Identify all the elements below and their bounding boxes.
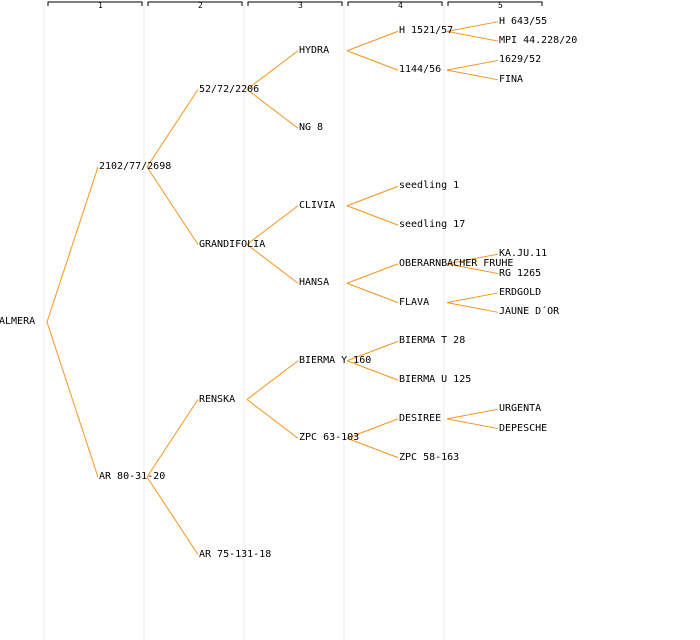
pedigree-node[interactable]: BIERMA Y 160: [299, 354, 372, 366]
generation-number: 5: [498, 1, 503, 10]
generation-header-bracket: [347, 1, 443, 6]
pedigree-node[interactable]: H 643/55: [499, 15, 548, 27]
pedigree-node[interactable]: FINA: [499, 73, 524, 85]
pedigree-edge: [246, 89, 299, 129]
pedigree-edge: [446, 21, 499, 32]
generation-header-bracket: [147, 1, 243, 6]
pedigree-node[interactable]: BIERMA U 125: [399, 374, 472, 386]
pedigree-node[interactable]: seedling 1: [399, 180, 460, 192]
pedigree-node[interactable]: CLIVIA: [299, 199, 336, 211]
pedigree-edge: [346, 282, 399, 304]
pedigree-edge: [446, 418, 499, 430]
pedigree-edge: [146, 399, 199, 478]
generation-number: 2: [198, 1, 203, 10]
pedigree-edge: [146, 89, 199, 168]
generation-header-bracket: [247, 1, 343, 6]
pedigree-node[interactable]: OBERARNBACHER FRUHE: [399, 257, 514, 269]
pedigree-node[interactable]: DESIREE: [399, 412, 442, 424]
pedigree-node[interactable]: NG 8: [299, 122, 324, 134]
pedigree-edge: [246, 50, 299, 90]
pedigree-edge: [346, 340, 399, 362]
pedigree-node[interactable]: RG 1265: [499, 267, 542, 279]
pedigree-edge: [446, 263, 499, 275]
pedigree-edge: [46, 166, 99, 323]
pedigree-edge: [446, 302, 499, 313]
generation-header-bracket: [447, 1, 543, 6]
pedigree-node[interactable]: BIERMA T 28: [399, 335, 466, 347]
pedigree-node[interactable]: seedling 17: [399, 219, 466, 231]
pedigree-edge: [246, 244, 299, 284]
pedigree-edge: [446, 59, 499, 71]
pedigree-edge: [346, 205, 399, 226]
pedigree-node[interactable]: DEPESCHE: [499, 422, 548, 434]
pedigree-edge: [346, 360, 399, 381]
pedigree-node[interactable]: RENSKA: [199, 393, 236, 405]
pedigree-edge: [346, 437, 399, 459]
pedigree-edge: [46, 321, 99, 478]
pedigree-edge: [346, 418, 399, 439]
pedigree-node[interactable]: 52/72/2206: [199, 83, 260, 95]
pedigree-edge: [446, 69, 499, 81]
pedigree-node[interactable]: ALMERA: [0, 316, 36, 327]
generation-header-bracket: [47, 1, 143, 6]
pedigree-node[interactable]: AR 75-131-18: [199, 548, 272, 560]
pedigree-edge: [346, 50, 399, 71]
pedigree-node[interactable]: ERDGOLD: [499, 286, 542, 298]
pedigree-node[interactable]: AR 80-31-20: [99, 471, 166, 482]
pedigree-node[interactable]: ZPC 58-163: [399, 451, 460, 463]
pedigree-edge: [246, 399, 299, 439]
pedigree-edge: [246, 205, 299, 245]
generation-number: 1: [98, 1, 103, 10]
pedigree-edge: [346, 185, 399, 207]
pedigree-edge: [346, 30, 399, 52]
pedigree-edge: [146, 166, 199, 245]
pedigree-node[interactable]: 1144/56: [399, 64, 442, 76]
pedigree-node[interactable]: KA.JU.11: [499, 248, 548, 260]
pedigree-edge: [446, 292, 499, 304]
pedigree-node[interactable]: HYDRA: [299, 44, 330, 56]
pedigree-edge: [446, 253, 499, 265]
pedigree-node[interactable]: 1629/52: [499, 54, 542, 66]
pedigree-node[interactable]: 2102/77/2698: [99, 161, 172, 172]
pedigree-node[interactable]: MPI 44.228/20: [499, 35, 578, 47]
pedigree-edge: [446, 408, 499, 420]
pedigree-node[interactable]: H 1521/57: [399, 25, 454, 37]
pedigree-node[interactable]: GRANDIFOLIA: [199, 238, 266, 250]
pedigree-edge: [146, 476, 199, 555]
pedigree-node[interactable]: JAUNE D´OR: [499, 306, 560, 318]
pedigree-node[interactable]: HANSA: [299, 277, 330, 289]
generation-number: 3: [298, 1, 303, 10]
pedigree-edge: [246, 360, 299, 400]
pedigree-node[interactable]: FLAVA: [399, 296, 430, 308]
pedigree-edge: [446, 30, 499, 42]
pedigree-node[interactable]: URGENTA: [499, 403, 542, 415]
pedigree-edge: [346, 263, 399, 284]
pedigree-node[interactable]: ZPC 63-103: [299, 432, 360, 444]
generation-number: 4: [398, 1, 403, 10]
